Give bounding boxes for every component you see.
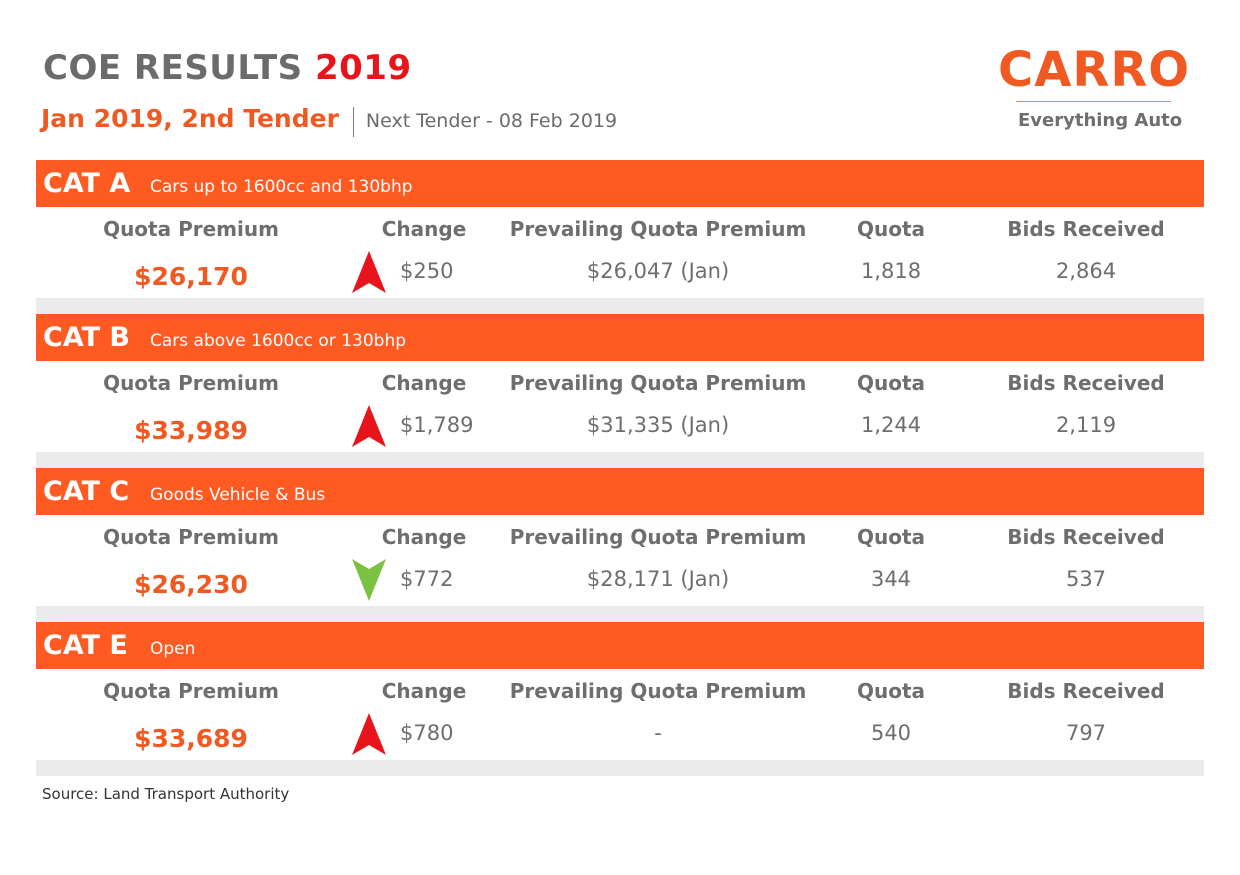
quota-value: 1,818 (860, 259, 922, 283)
tender-info: Jan 2019, 2nd Tender Next Tender - 08 Fe… (41, 104, 617, 140)
up-arrow-icon (352, 251, 386, 293)
category-name: CAT A (43, 168, 131, 199)
bids-header: Bids Received (1007, 217, 1165, 241)
quota-header: Quota (856, 371, 926, 395)
quota-premium-value: $33,989 (134, 416, 248, 445)
source-note: Source: Land Transport Authority (42, 785, 290, 803)
logo-divider (1016, 101, 1171, 102)
prevailing-value: - (654, 721, 662, 745)
quota-value: 540 (870, 721, 912, 745)
down-arrow-icon (352, 559, 386, 601)
title-main: COE RESULTS (43, 48, 303, 88)
quota-premium-value: $33,689 (134, 724, 248, 753)
bids-value: 2,864 (1055, 259, 1117, 283)
category-section-e: CAT E Open Quota Premium Change Prevaili… (36, 622, 1204, 776)
category-description: Goods Vehicle & Bus (150, 484, 326, 505)
prevailing-value: $26,047 (Jan) (586, 259, 730, 283)
next-tender-label: Next Tender - 08 Feb 2019 (365, 110, 618, 132)
category-description: Cars up to 1600cc and 130bhp (150, 176, 413, 197)
prevailing-value: $28,171 (Jan) (586, 567, 730, 591)
quota-value: 1,244 (860, 413, 922, 437)
prevailing-header: Prevailing Quota Premium (509, 679, 807, 703)
bids-value: 797 (1065, 721, 1107, 745)
bids-header: Bids Received (1007, 679, 1165, 703)
category-name: CAT E (43, 630, 128, 661)
section-footer-band (36, 452, 1204, 468)
change-value: $780 (400, 721, 454, 745)
bids-header: Bids Received (1007, 525, 1165, 549)
title-year: 2019 (314, 48, 412, 88)
quota-header: Quota (856, 525, 926, 549)
prevailing-header: Prevailing Quota Premium (509, 371, 807, 395)
category-bar: CAT C Goods Vehicle & Bus (36, 468, 1204, 515)
category-section-a: CAT A Cars up to 1600cc and 130bhp Quota… (36, 160, 1204, 314)
tender-label: Jan 2019, 2nd Tender (41, 104, 339, 133)
category-description: Cars above 1600cc or 130bhp (150, 330, 407, 351)
category-section-b: CAT B Cars above 1600cc or 130bhp Quota … (36, 314, 1204, 468)
quota-premium-value: $26,170 (134, 262, 248, 291)
section-footer-band (36, 760, 1204, 776)
change-value: $250 (400, 259, 454, 283)
category-bar: CAT A Cars up to 1600cc and 130bhp (36, 160, 1204, 207)
page-title: COE RESULTS 2019 (43, 48, 412, 88)
quota-premium-value: $26,230 (134, 570, 248, 599)
quota-premium-header: Quota Premium (103, 217, 279, 241)
carro-logo: CARRO Everything Auto (996, 40, 1196, 135)
logo-tagline: Everything Auto (1018, 110, 1183, 131)
quota-premium-header: Quota Premium (103, 371, 279, 395)
change-header: Change (381, 525, 467, 549)
logo-wordmark: CARRO (998, 42, 1191, 98)
change-value: $772 (400, 567, 454, 591)
up-arrow-icon (352, 713, 386, 755)
quota-value: 344 (870, 567, 912, 591)
change-header: Change (381, 217, 467, 241)
category-description: Open (150, 638, 196, 659)
divider (352, 107, 354, 137)
change-header: Change (381, 371, 467, 395)
change-header: Change (381, 679, 467, 703)
quota-premium-header: Quota Premium (103, 679, 279, 703)
category-name: CAT C (43, 476, 130, 507)
section-footer-band (36, 298, 1204, 314)
change-value: $1,789 (400, 413, 474, 437)
prevailing-header: Prevailing Quota Premium (509, 525, 807, 549)
bids-header: Bids Received (1007, 371, 1165, 395)
category-name: CAT B (43, 322, 131, 353)
quota-premium-header: Quota Premium (103, 525, 279, 549)
quota-header: Quota (856, 679, 926, 703)
category-bar: CAT E Open (36, 622, 1204, 669)
quota-header: Quota (856, 217, 926, 241)
prevailing-value: $31,335 (Jan) (586, 413, 730, 437)
up-arrow-icon (352, 405, 386, 447)
section-footer-band (36, 606, 1204, 622)
category-section-c: CAT C Goods Vehicle & Bus Quota Premium … (36, 468, 1204, 622)
bids-value: 537 (1065, 567, 1107, 591)
category-bar: CAT B Cars above 1600cc or 130bhp (36, 314, 1204, 361)
bids-value: 2,119 (1055, 413, 1117, 437)
prevailing-header: Prevailing Quota Premium (509, 217, 807, 241)
